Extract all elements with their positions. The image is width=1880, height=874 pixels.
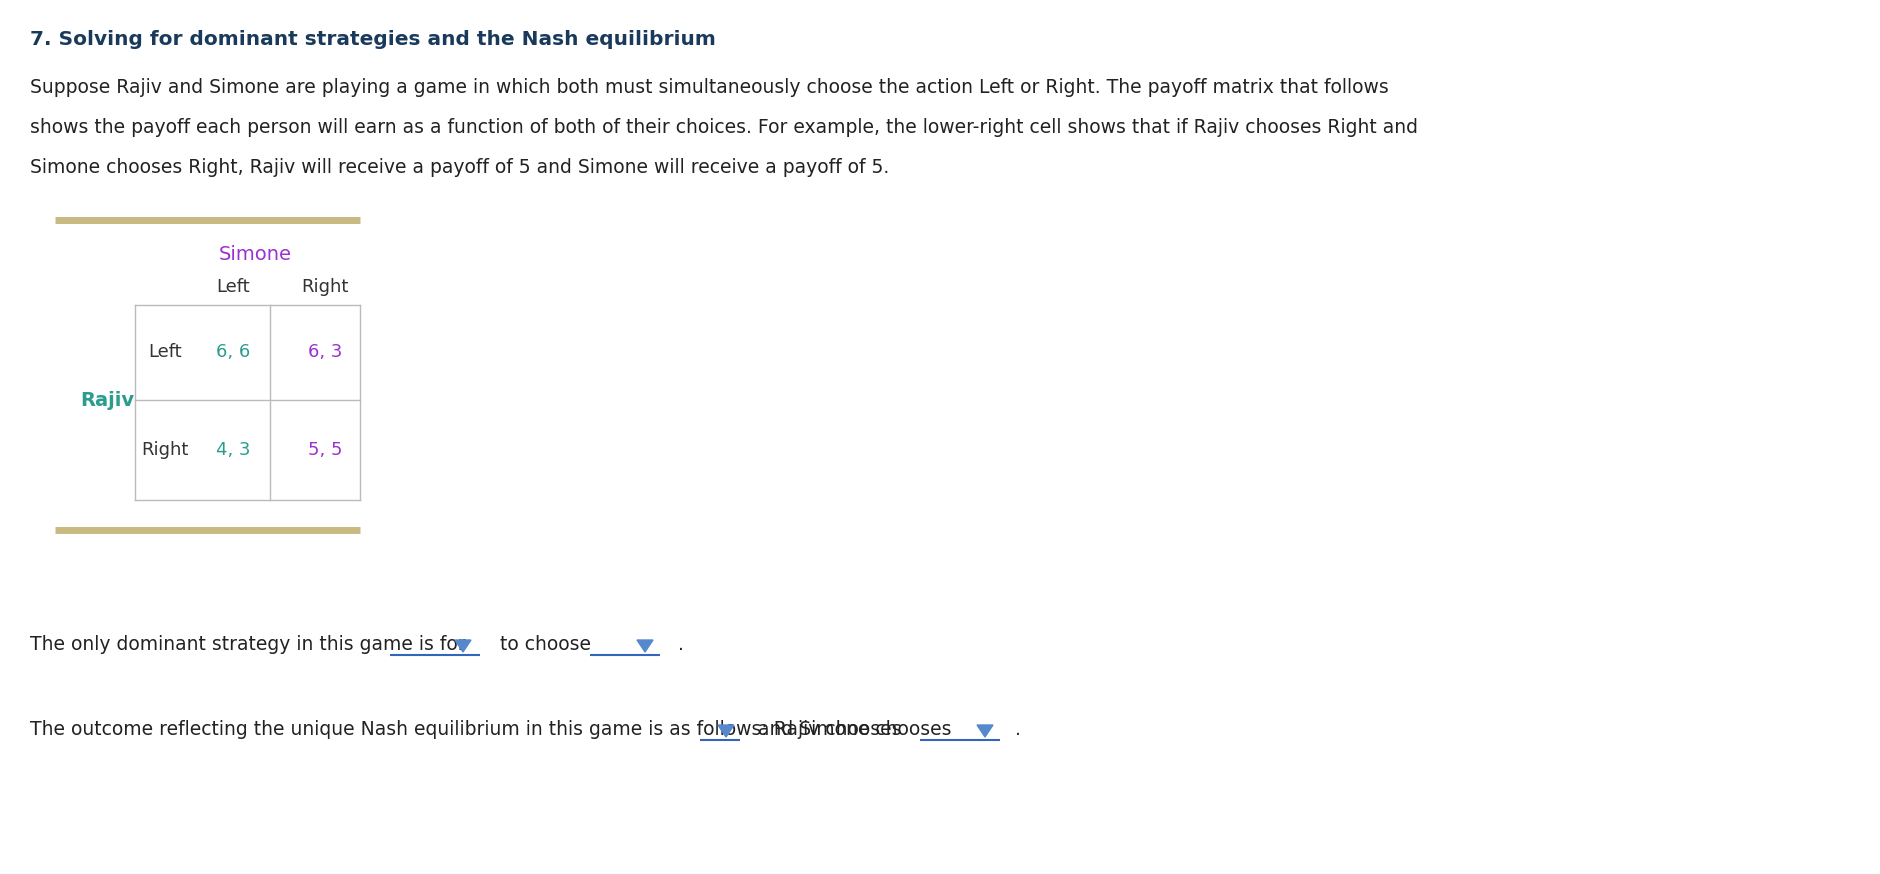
- Text: 6, 6: 6, 6: [216, 343, 250, 361]
- Text: Simone chooses Right, Rajiv will receive a payoff of 5 and Simone will receive a: Simone chooses Right, Rajiv will receive…: [30, 158, 889, 177]
- Text: Left: Left: [149, 343, 182, 361]
- Text: to choose: to choose: [500, 635, 590, 654]
- Text: 5, 5: 5, 5: [308, 441, 342, 459]
- Polygon shape: [455, 640, 470, 652]
- Text: 7. Solving for dominant strategies and the Nash equilibrium: 7. Solving for dominant strategies and t…: [30, 30, 716, 49]
- Text: Simone: Simone: [218, 245, 291, 264]
- Text: shows the payoff each person will earn as a function of both of their choices. F: shows the payoff each person will earn a…: [30, 118, 1418, 137]
- Text: The only dominant strategy in this game is for: The only dominant strategy in this game …: [30, 635, 466, 654]
- Polygon shape: [637, 640, 652, 652]
- Text: Left: Left: [216, 278, 250, 296]
- Text: .: .: [1015, 720, 1021, 739]
- Text: Right: Right: [141, 441, 188, 459]
- Text: 6, 3: 6, 3: [308, 343, 342, 361]
- Polygon shape: [718, 725, 733, 737]
- Polygon shape: [976, 725, 993, 737]
- Text: Right: Right: [301, 278, 348, 296]
- Text: Suppose Rajiv and Simone are playing a game in which both must simultaneously ch: Suppose Rajiv and Simone are playing a g…: [30, 78, 1387, 97]
- Text: Rajiv: Rajiv: [81, 392, 133, 411]
- Text: 4, 3: 4, 3: [216, 441, 250, 459]
- Text: The outcome reflecting the unique Nash equilibrium in this game is as follows: R: The outcome reflecting the unique Nash e…: [30, 720, 901, 739]
- Text: .: .: [677, 635, 684, 654]
- Text: and Simone chooses: and Simone chooses: [758, 720, 951, 739]
